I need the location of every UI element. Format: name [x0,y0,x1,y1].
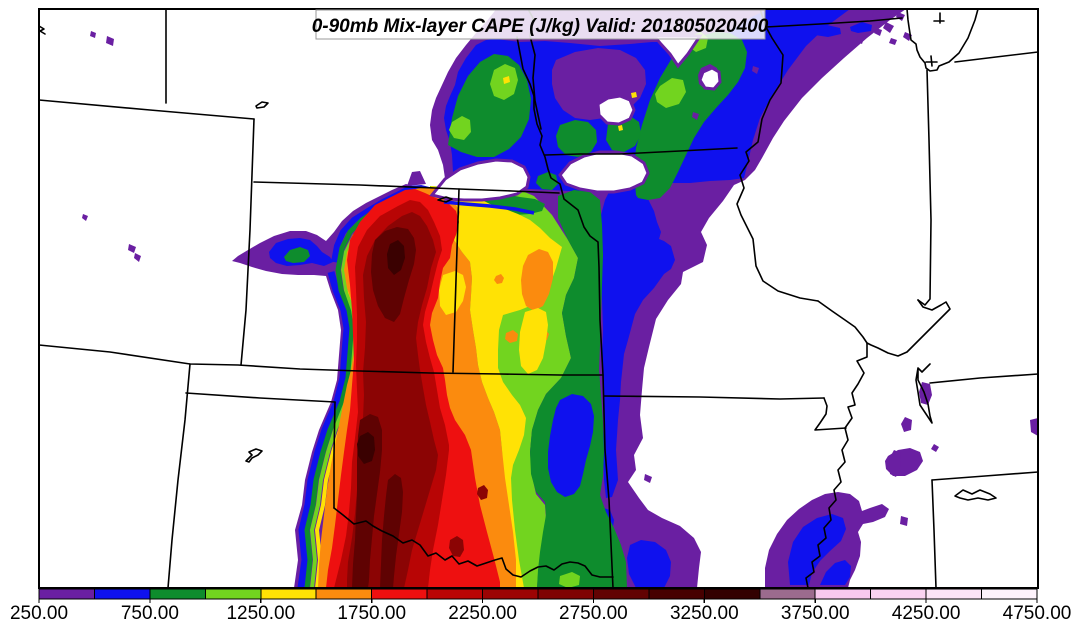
svg-text:2750.00: 2750.00 [559,603,628,624]
svg-text:2250.00: 2250.00 [448,603,517,624]
svg-text:0-90mb Mix-layer CAPE (J/kg) V: 0-90mb Mix-layer CAPE (J/kg) Valid: 2018… [312,16,769,37]
svg-text:4250.00: 4250.00 [892,603,961,624]
svg-text:3250.00: 3250.00 [670,603,739,624]
svg-text:750.00: 750.00 [121,603,179,624]
svg-text:1750.00: 1750.00 [337,603,406,624]
svg-text:3750.00: 3750.00 [781,603,850,624]
svg-text:1250.00: 1250.00 [226,603,295,624]
svg-text:4750.00: 4750.00 [1003,603,1072,624]
svg-text:250.00: 250.00 [10,603,68,624]
